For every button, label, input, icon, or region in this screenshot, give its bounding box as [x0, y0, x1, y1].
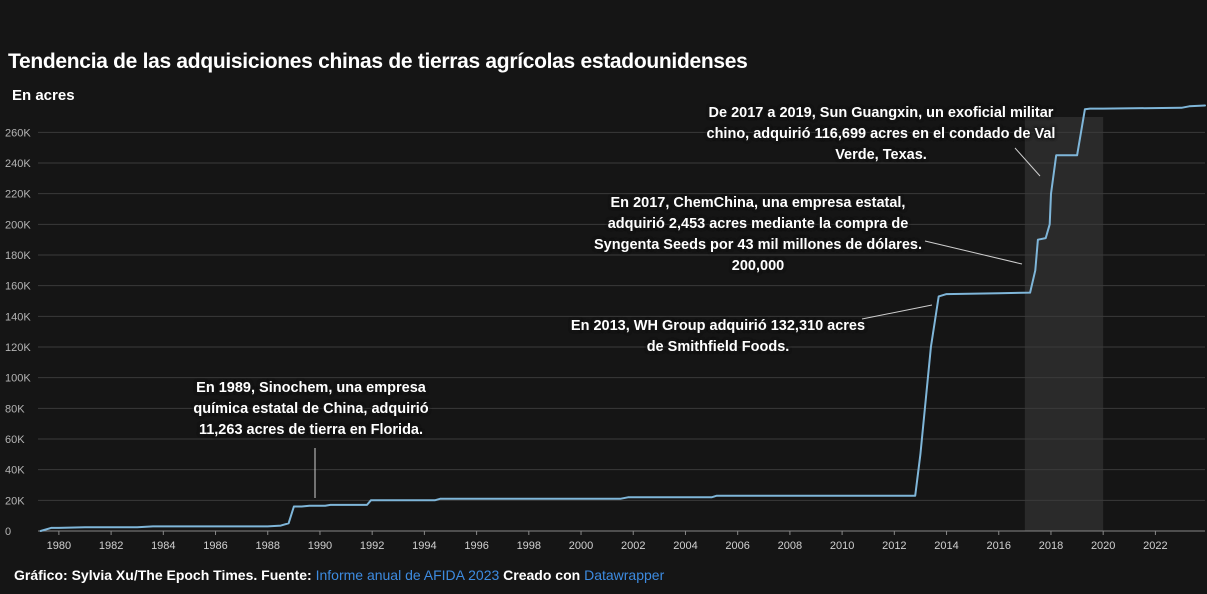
y-tick-label: 240K [5, 158, 31, 170]
x-tick-label: 2022 [1143, 540, 1167, 552]
x-tick-label: 1988 [256, 540, 280, 552]
x-tick-label: 2016 [987, 540, 1011, 552]
x-tick-label: 2002 [621, 540, 645, 552]
annotation-connector-2017 [924, 240, 1023, 265]
y-tick-label: 60K [5, 434, 25, 446]
y-tick-label: 40K [5, 465, 25, 477]
y-tick-label: 160K [5, 281, 31, 293]
x-tick-label: 1992 [360, 540, 384, 552]
annotation-2013: En 2013, WH Group adquirió 132,310 acres… [570, 318, 866, 355]
y-tick-label: 80K [5, 403, 25, 415]
x-tick-label: 1996 [464, 540, 488, 552]
annotation-connector-2013 [861, 304, 933, 320]
y-tick-label: 220K [5, 189, 31, 201]
footer-created-with: Creado con [503, 567, 581, 583]
x-tick-label: 1986 [203, 540, 227, 552]
x-tick-label: 2008 [778, 540, 802, 552]
annotation-2017: En 2017, ChemChina, una empresa estatal,… [594, 195, 922, 274]
footer-credit: Gráfico: Sylvia Xu/The Epoch Times. Fuen… [14, 567, 312, 583]
x-tick-label: 2018 [1039, 540, 1063, 552]
x-tick-label: 1990 [308, 540, 332, 552]
x-tick-label: 2006 [725, 540, 749, 552]
y-tick-label: 180K [5, 250, 31, 262]
x-tick-label: 2000 [569, 540, 593, 552]
x-tick-label: 1980 [47, 540, 71, 552]
highlight-band-2017-2019 [1024, 117, 1104, 531]
y-tick-label: 0 [5, 526, 11, 538]
datawrapper-link[interactable]: Datawrapper [584, 567, 665, 583]
y-tick-label: 20K [5, 495, 25, 507]
x-tick-label: 1984 [151, 540, 175, 552]
y-tick-label: 100K [5, 373, 31, 385]
chart-title: Tendencia de las adquisiciones chinas de… [8, 50, 748, 73]
annotation-1989: En 1989, Sinochem, una empresa química e… [193, 380, 429, 438]
x-tick-label: 2010 [830, 540, 854, 552]
x-tick-label: 1982 [99, 540, 123, 552]
y-tick-label: 200K [5, 219, 31, 231]
chart-footer: Gráfico: Sylvia Xu/The Epoch Times. Fuen… [14, 567, 664, 583]
y-tick-label: 140K [5, 311, 31, 323]
x-tick-label: 2004 [673, 540, 697, 552]
x-tick-label: 1998 [517, 540, 541, 552]
chart-subtitle: En acres [12, 87, 75, 104]
annotation-2019: De 2017 a 2019, Sun Guangxin, un exofici… [706, 105, 1056, 163]
x-tick-label: 2020 [1091, 540, 1115, 552]
y-tick-label: 260K [5, 127, 31, 139]
series-line [39, 104, 1206, 532]
x-tick-label: 1994 [412, 540, 436, 552]
x-tick-label: 2014 [934, 540, 958, 552]
annotation-connector-2019 [1014, 147, 1041, 177]
x-tick-label: 2012 [882, 540, 906, 552]
y-tick-label: 120K [5, 342, 31, 354]
source-link[interactable]: Informe anual de AFIDA 2023 [315, 567, 500, 583]
